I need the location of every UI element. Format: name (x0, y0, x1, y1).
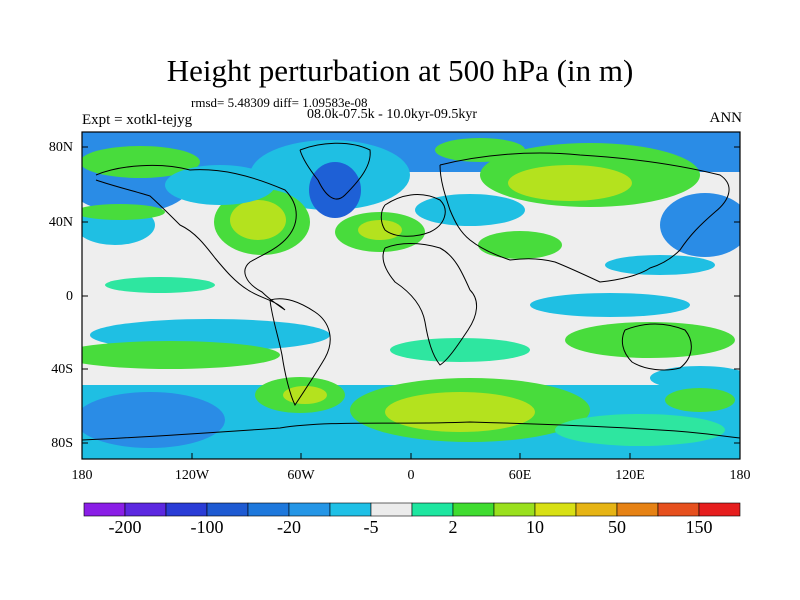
lon-tick-label: 120E (615, 468, 645, 483)
south-pacific-green (82, 341, 280, 369)
colorbar-box-3 (165, 502, 208, 517)
colorbar-label: -20 (277, 517, 301, 537)
lat-tick-label: 40N (48, 215, 73, 230)
greenland-coast (299, 142, 371, 200)
colorbar-box-4 (206, 502, 249, 517)
lat-tick-label: 0 (66, 289, 73, 304)
lon-tick-label: 60E (508, 468, 532, 483)
colorbar-label: 50 (608, 517, 626, 537)
colorbar-box-10 (452, 502, 495, 517)
colorbar-label: 2 (448, 517, 458, 537)
lat-tick-label: 80S (51, 436, 73, 451)
colorbar-box-14 (616, 502, 659, 517)
south-indian-green (565, 322, 735, 358)
se-pacific-green (665, 388, 735, 412)
colorbar-box-8 (370, 502, 413, 517)
lon-tick-label: 60W (287, 468, 315, 483)
arctic-green-1 (435, 138, 525, 162)
colorbar-box-13 (575, 502, 618, 517)
contour-field (82, 132, 740, 459)
lat-tick-label: 80N (48, 140, 73, 155)
coastlines (81, 142, 741, 441)
colorbar-label: -5 (363, 517, 379, 537)
axis-ticks (81, 146, 741, 459)
greenland-low (309, 162, 361, 218)
south-indian-cyan (650, 366, 740, 390)
colorbar (83, 502, 741, 517)
antarctic-green (555, 414, 725, 446)
north-america-core (230, 200, 286, 240)
experiment-label: Expt = xotkl-tejyg (82, 112, 193, 128)
colorbar-label: 10 (526, 517, 544, 537)
colorbar-box-15 (657, 502, 700, 517)
mideast-green (478, 231, 562, 259)
lon-tick-label: 180 (71, 468, 93, 483)
south-america-coast (269, 298, 331, 406)
europe-coast (380, 194, 446, 237)
map-title: Height perturbation at 500 hPa (in m) (166, 53, 634, 88)
africa-coast (382, 243, 477, 366)
colorbar-box-7 (329, 502, 372, 517)
australia-coast (621, 323, 692, 371)
pacific-green-tongue (82, 204, 165, 220)
colorbar-label: -200 (108, 517, 142, 537)
season-label: ANN (709, 110, 743, 126)
period-label: 08.0k-07.5k - 10.0kyr-09.5kyr (307, 107, 478, 122)
europe-core (358, 220, 402, 240)
colorbar-box-2 (124, 502, 167, 517)
colorbar-label: 150 (685, 517, 713, 537)
asia-cyan (415, 194, 525, 226)
colorbar-box-16 (698, 502, 741, 517)
colorbar-box-9 (411, 502, 454, 517)
pacific-cyan-band (605, 255, 715, 275)
north-america-coast (95, 164, 297, 311)
asia-coast (439, 152, 730, 283)
colorbar-box-1 (83, 502, 126, 517)
south-atlantic-ridge-core (385, 392, 535, 432)
south-atlantic-green (390, 338, 530, 362)
lat-tick-label: 40S (51, 362, 73, 377)
lon-tick-label: 120W (174, 468, 210, 483)
lon-tick-label: 180 (729, 468, 751, 483)
colorbar-box-11 (493, 502, 536, 517)
drake-passage-core (283, 386, 327, 404)
canada-cyan (165, 165, 275, 205)
antarctica-coast (81, 421, 741, 441)
colorbar-label: -100 (190, 517, 224, 537)
lon-tick-label: 0 (407, 468, 415, 483)
stats-line: rmsd= 5.48309 diff= 1.09583e-08 (191, 95, 368, 110)
colorbar-box-5 (247, 502, 290, 517)
colorbar-box-6 (288, 502, 331, 517)
colorbar-box-12 (534, 502, 577, 517)
tropical-pacific-green (105, 277, 215, 293)
east-asia-trough (660, 193, 740, 257)
siberia-ridge-core (508, 165, 632, 201)
indian-ocean-cyan (530, 293, 690, 317)
